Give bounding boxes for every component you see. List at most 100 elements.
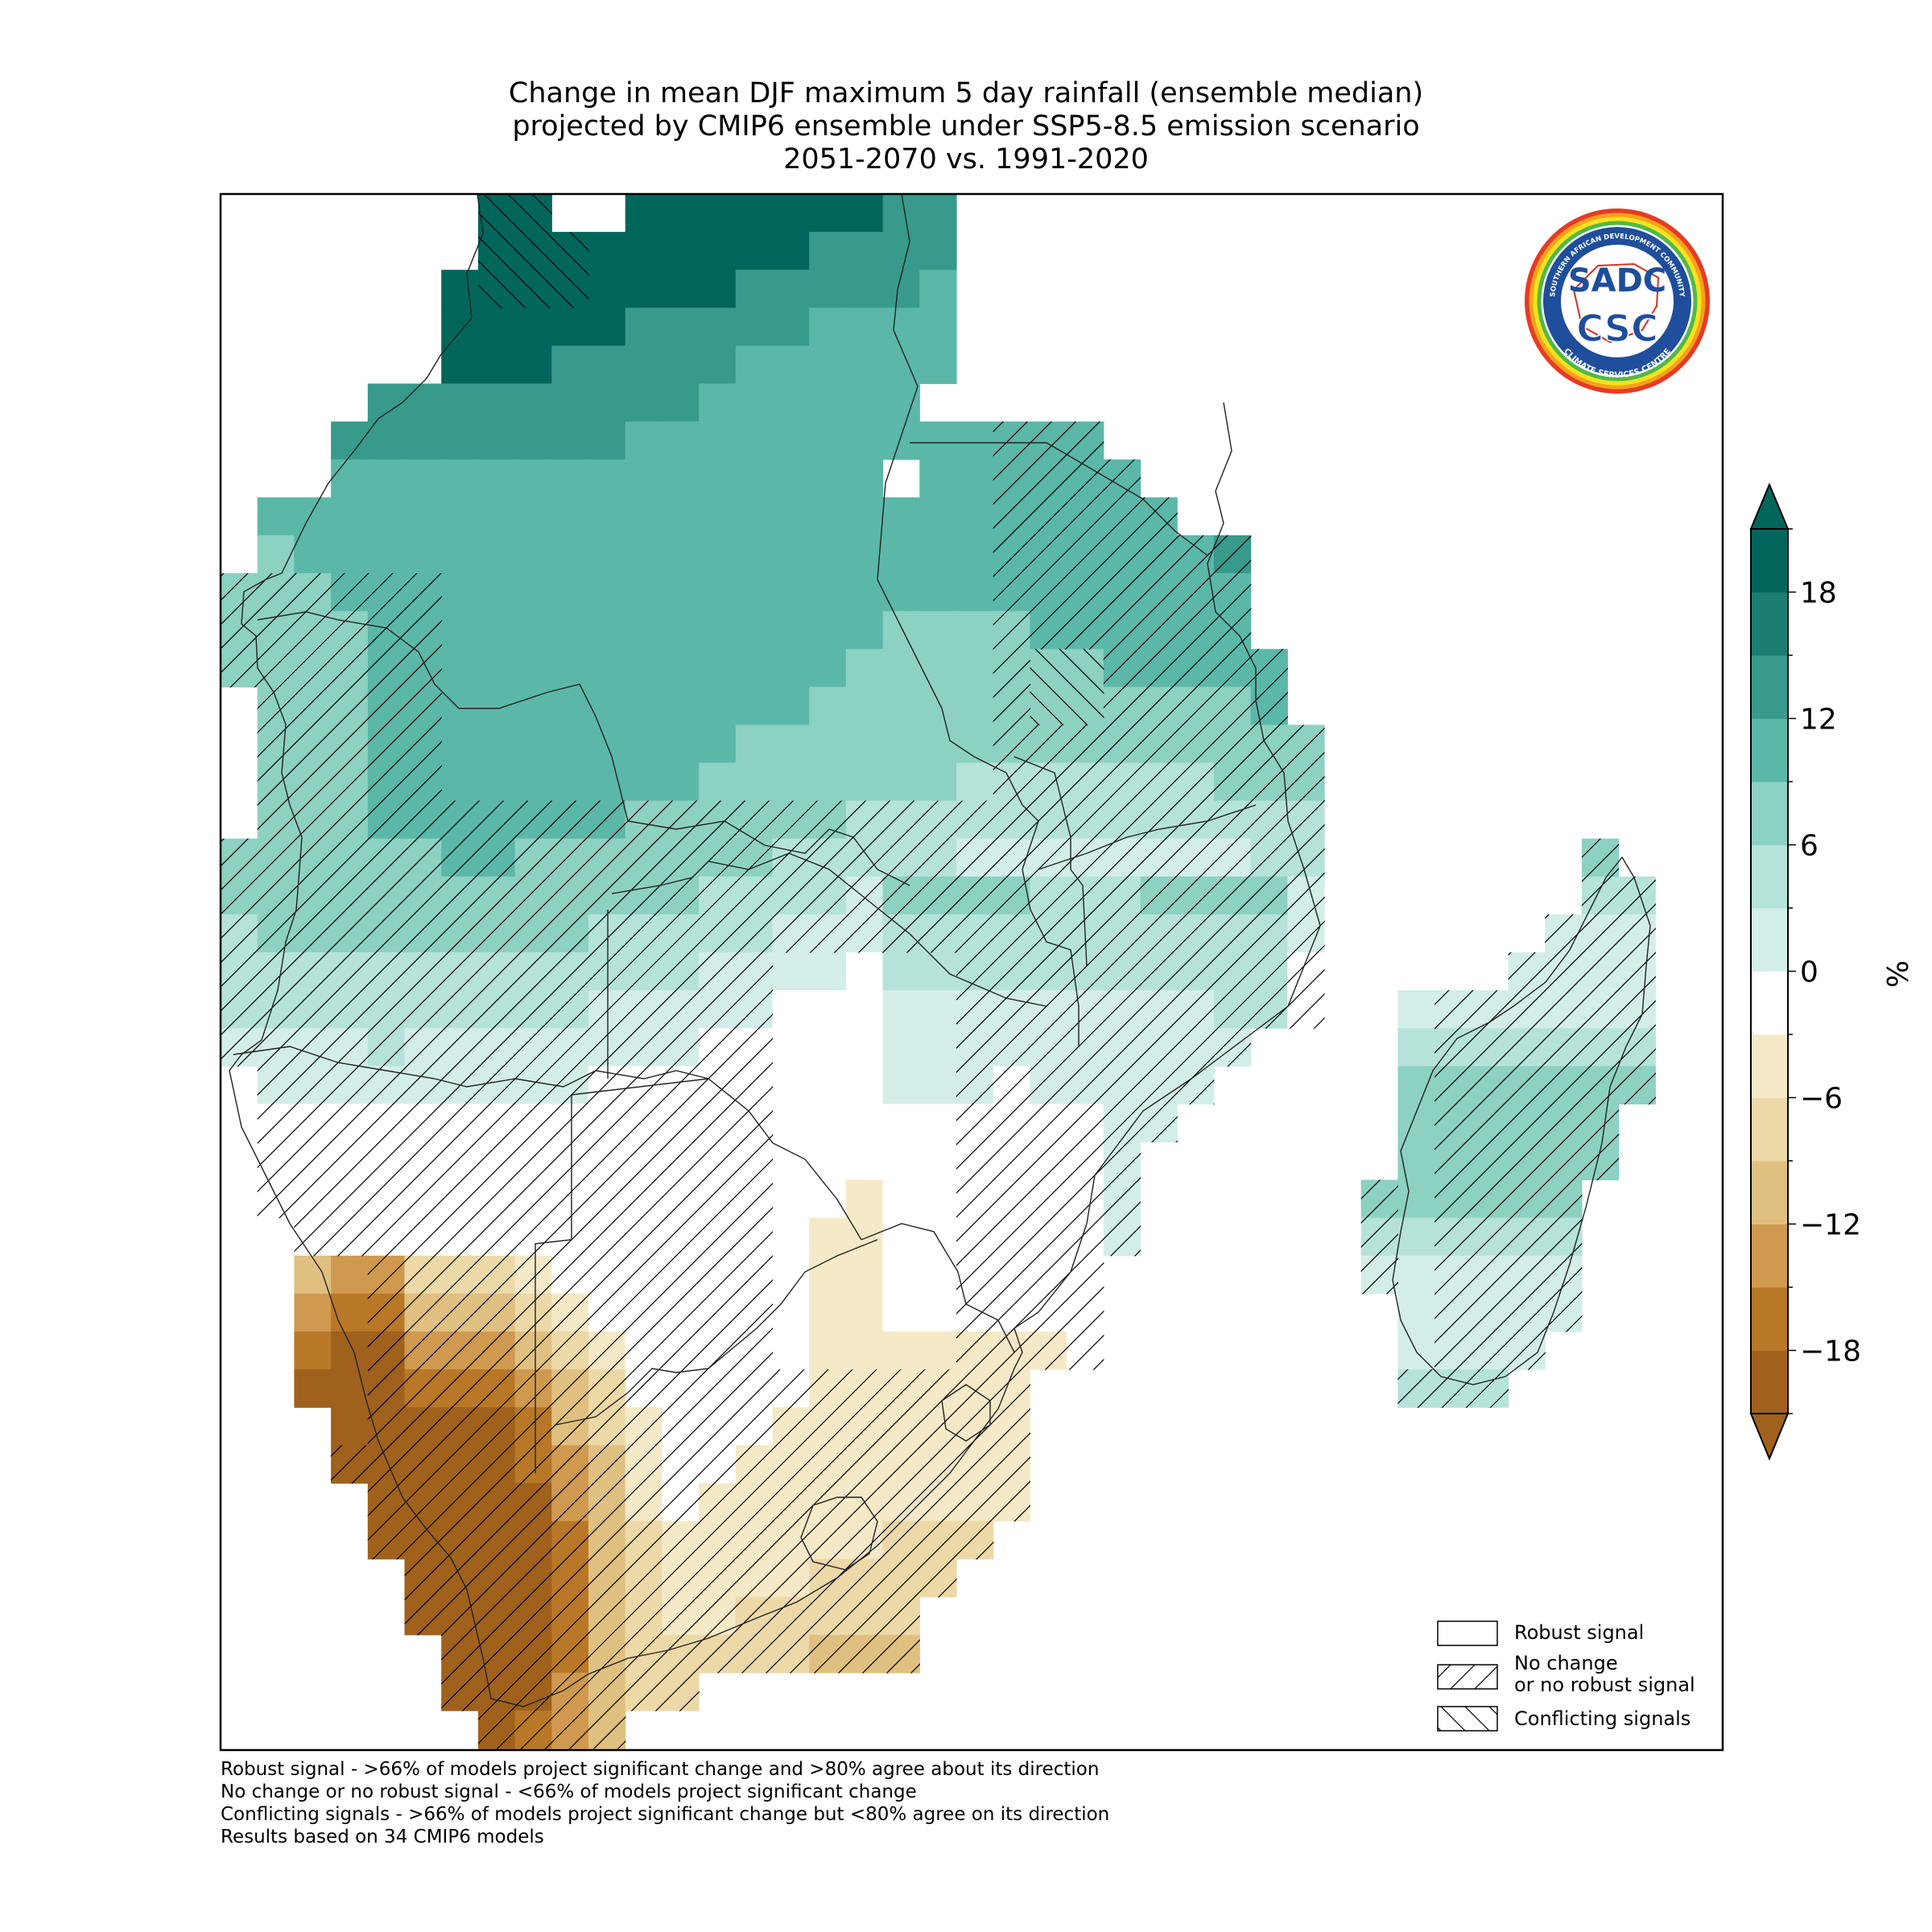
grid-cell <box>625 649 663 687</box>
grid-cell <box>809 535 847 574</box>
no-robust-hatch-cell <box>1103 1104 1141 1143</box>
legend-robust-label: Robust signal <box>1514 1621 1644 1644</box>
legend-nochange-swatch <box>1437 1664 1498 1690</box>
no-robust-hatch-cell <box>1177 914 1215 953</box>
no-robust-hatch-cell <box>1213 762 1252 802</box>
no-robust-hatch-cell <box>1067 1141 1104 1181</box>
no-robust-hatch-cell <box>514 1483 552 1522</box>
no-robust-hatch-cell <box>1067 1104 1104 1143</box>
no-robust-hatch-cell <box>1508 1255 1546 1294</box>
no-robust-hatch-cell <box>1287 990 1325 1029</box>
grid-cell <box>735 687 774 725</box>
no-robust-hatch-cell <box>367 876 406 915</box>
grid-cell <box>662 724 700 764</box>
no-robust-hatch-cell <box>625 914 663 953</box>
no-robust-hatch-cell <box>699 1521 737 1560</box>
no-robust-hatch-cell <box>1471 1293 1509 1332</box>
no-robust-hatch-cell <box>993 459 1030 498</box>
grid-cell <box>809 421 847 460</box>
no-robust-hatch-cell <box>551 838 589 877</box>
grid-cell <box>1397 990 1435 1029</box>
no-robust-hatch-cell <box>1435 990 1472 1029</box>
grid-cell <box>551 573 589 612</box>
grid-cell <box>441 649 479 687</box>
grid-cell <box>735 345 774 385</box>
no-robust-hatch-cell <box>1213 876 1252 915</box>
grid-cell <box>699 497 737 536</box>
grid-cell <box>662 762 700 802</box>
grid-cell <box>699 724 737 764</box>
no-robust-hatch-cell <box>441 1672 479 1711</box>
no-robust-hatch-cell <box>294 1066 332 1104</box>
no-robust-hatch-cell <box>1030 724 1067 764</box>
no-robust-hatch-cell <box>404 1558 442 1598</box>
no-robust-hatch-cell <box>367 1293 406 1332</box>
no-robust-hatch-cell <box>367 1179 406 1219</box>
grid-cell <box>919 459 957 498</box>
no-robust-hatch-cell <box>477 1179 516 1219</box>
no-robust-hatch-cell <box>331 649 369 687</box>
country-borders <box>229 194 1651 1707</box>
grid-cell <box>294 1331 332 1370</box>
no-robust-hatch-cell <box>331 762 369 802</box>
grid-cell <box>809 194 847 233</box>
colorbar-segment <box>1751 1224 1788 1288</box>
no-robust-hatch-cell <box>551 1711 589 1749</box>
no-robust-hatch-cell <box>477 876 516 915</box>
grid-cell <box>845 383 884 423</box>
grid-cell <box>514 724 552 764</box>
no-robust-hatch-cell <box>551 1331 589 1370</box>
no-robust-hatch-cell <box>993 838 1030 877</box>
no-robust-hatch-cell <box>1250 649 1288 687</box>
grid-cell <box>919 345 957 385</box>
no-robust-hatch-cell <box>662 1104 700 1143</box>
no-robust-hatch-cell <box>551 952 589 991</box>
grid-cell <box>919 535 957 574</box>
no-robust-hatch-cell <box>294 1104 332 1143</box>
no-robust-hatch-cell <box>956 1028 994 1067</box>
no-robust-hatch-cell <box>1067 952 1104 991</box>
no-robust-hatch-cell <box>588 1596 626 1636</box>
no-robust-hatch-cell <box>1360 1217 1398 1257</box>
no-robust-hatch-cell <box>735 838 774 877</box>
logo-sadc-text: SADC <box>1568 262 1666 299</box>
grid-cell <box>809 1217 847 1257</box>
no-robust-hatch-cell <box>699 1483 737 1522</box>
legend-nochange-label-1: No change <box>1514 1652 1618 1674</box>
no-robust-hatch-cell <box>845 1634 884 1674</box>
no-robust-hatch-cell <box>551 914 589 953</box>
conflicting-hatch-cell <box>477 232 516 270</box>
grid-cell <box>882 611 920 650</box>
grid-cell <box>551 345 589 385</box>
no-robust-hatch-cell <box>477 838 516 877</box>
no-robust-hatch-cell <box>588 876 626 915</box>
no-robust-hatch-cell <box>1508 1217 1546 1257</box>
no-robust-hatch-cell <box>1213 952 1252 991</box>
no-robust-hatch-cell <box>625 1217 663 1257</box>
grid-cell <box>662 421 700 460</box>
no-robust-hatch-cell <box>809 1483 847 1522</box>
grid-cell <box>809 345 847 385</box>
grid-cell <box>809 1331 847 1370</box>
no-robust-hatch-cell <box>551 1369 589 1408</box>
no-robust-hatch-cell <box>257 611 295 650</box>
no-robust-hatch-cell <box>699 1028 737 1067</box>
conflicting-hatch-cell <box>514 232 552 270</box>
grid-cell <box>845 194 884 233</box>
grid-cell <box>772 611 810 650</box>
no-robust-hatch-cell <box>477 1483 516 1522</box>
no-robust-hatch-cell <box>919 876 957 915</box>
no-robust-hatch-cell <box>735 952 774 991</box>
grid-cell <box>662 497 700 536</box>
colorbar-segment <box>1751 782 1788 845</box>
grid-cell <box>294 1369 332 1408</box>
no-robust-hatch-cell <box>625 1407 663 1446</box>
no-robust-hatch-cell <box>882 1445 920 1484</box>
no-robust-hatch-cell <box>257 724 295 764</box>
no-robust-hatch-cell <box>257 1066 295 1104</box>
no-robust-hatch-cell <box>662 952 700 991</box>
no-robust-hatch-cell <box>257 876 295 915</box>
grid-cell <box>625 194 663 233</box>
no-robust-hatch-cell <box>514 1711 552 1749</box>
no-robust-hatch-cell <box>294 876 332 915</box>
